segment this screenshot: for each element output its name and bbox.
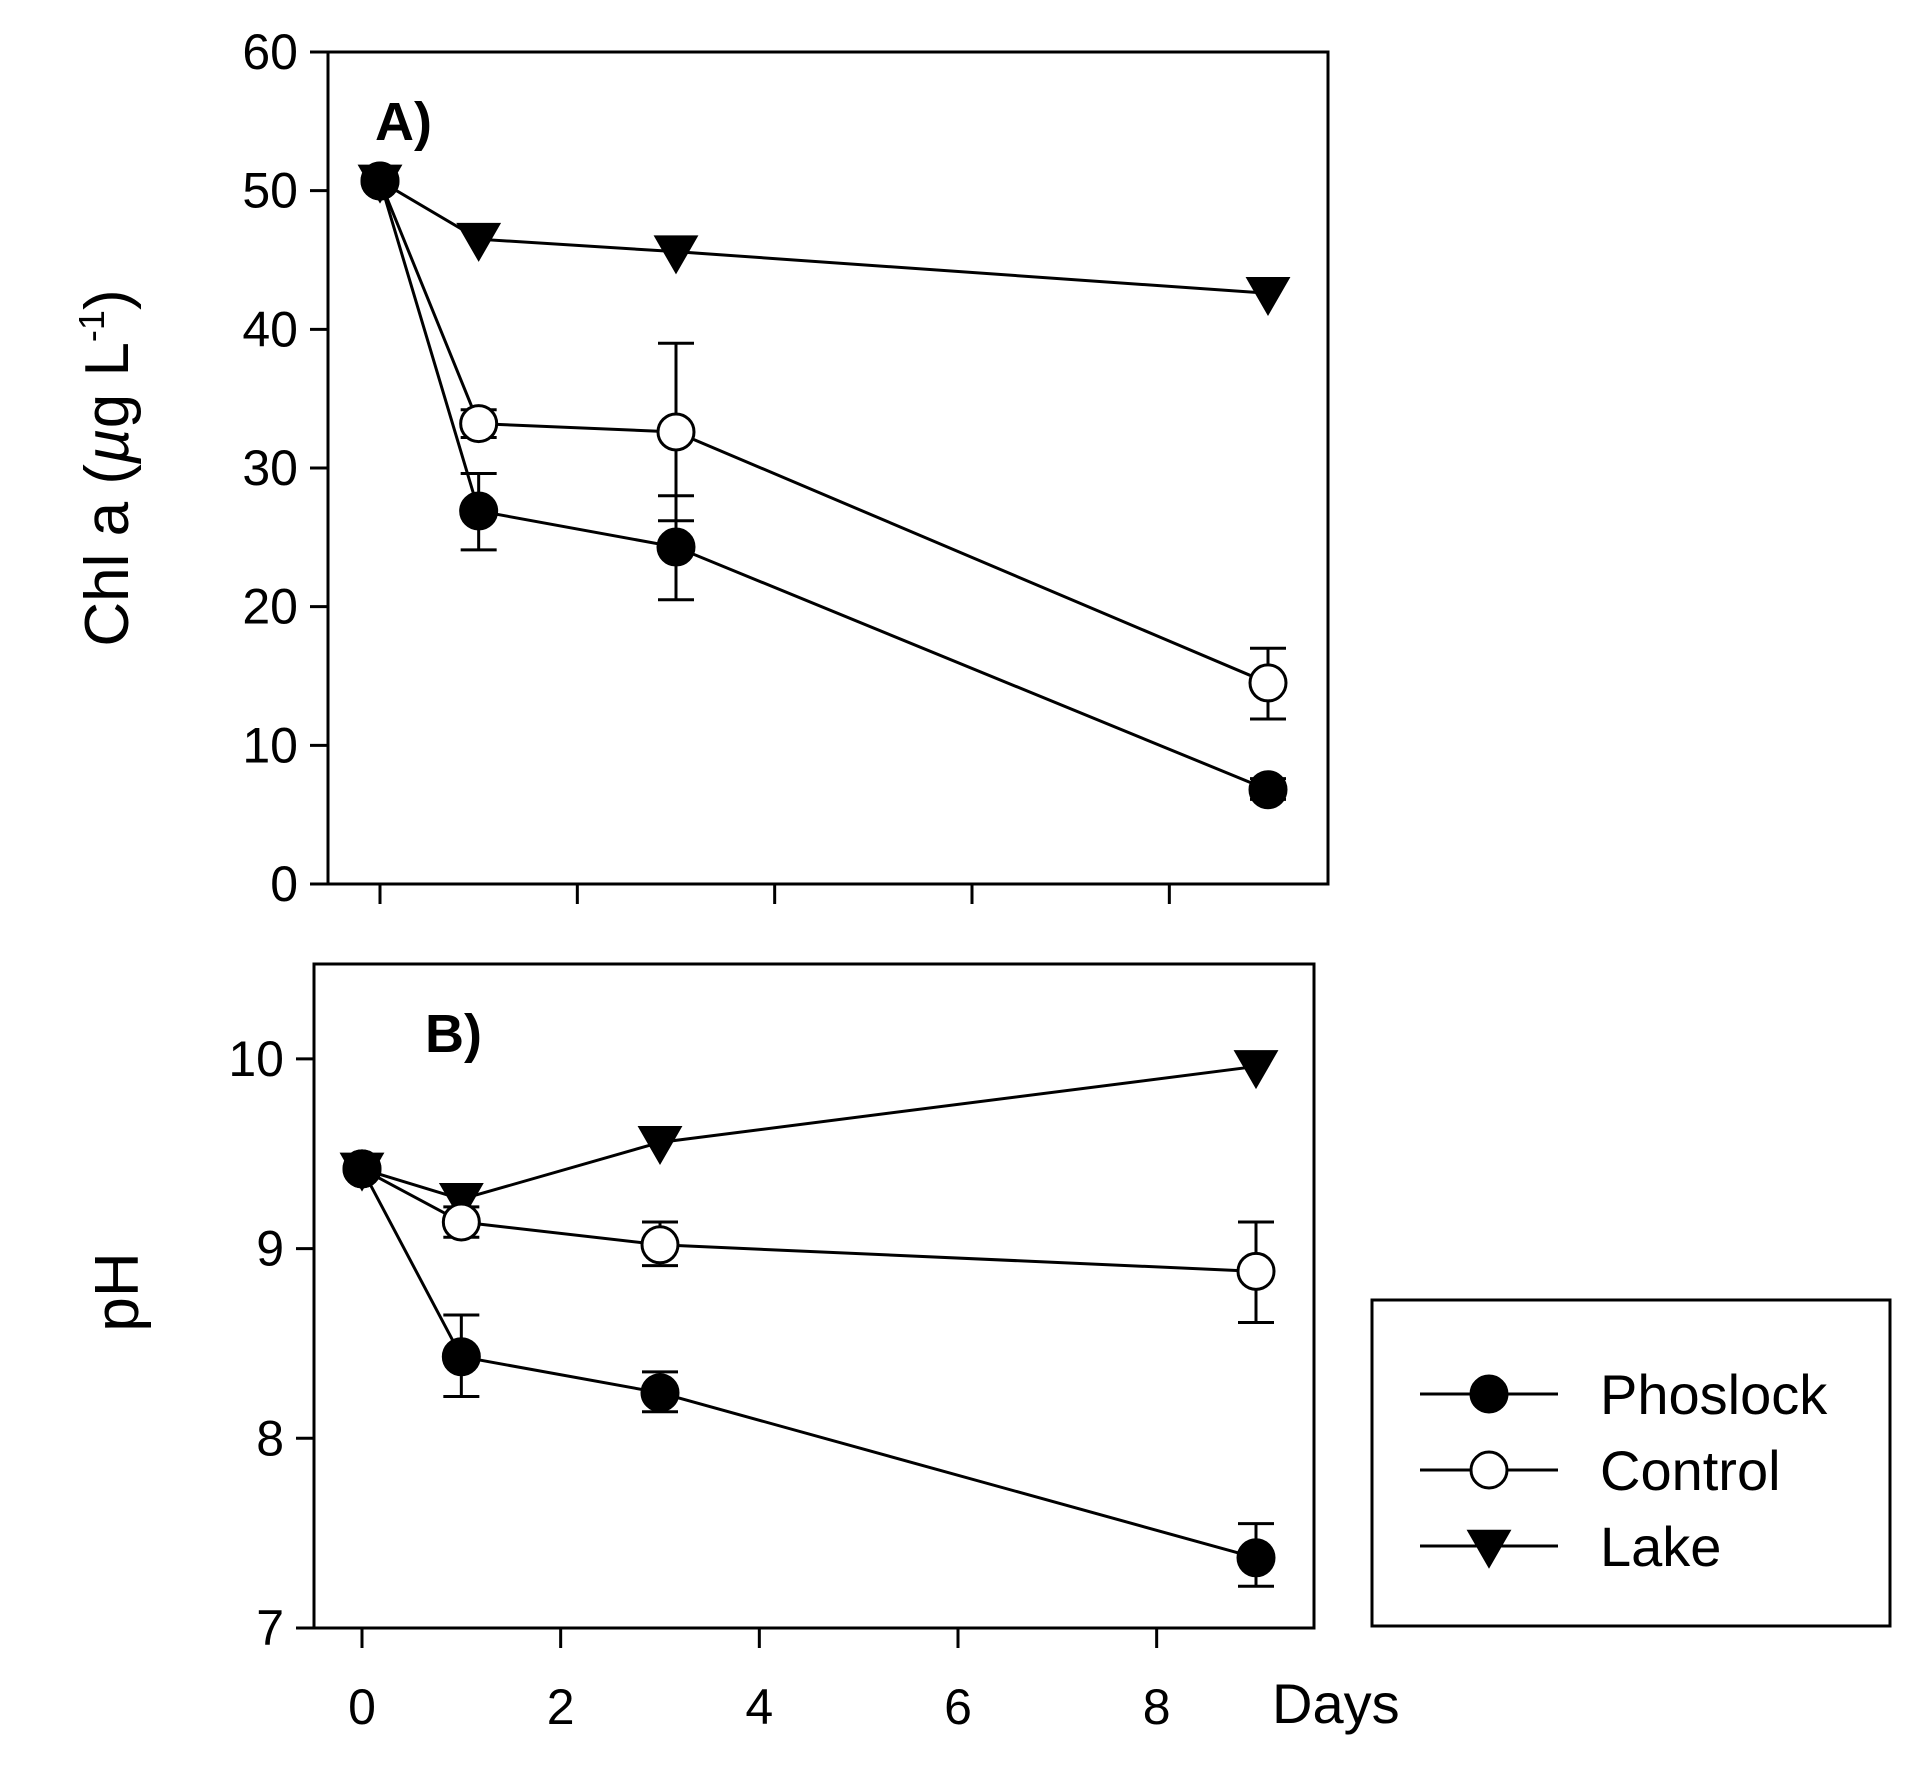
panel-b-point-lake [1233,1050,1279,1090]
panel-b-x-axis-title: Days [1272,1672,1400,1735]
panel-a-y-tick-label: 40 [242,301,298,357]
panel-b-series-line-phoslock [360,1168,1257,1560]
panel-a-ylabel-unit: g L [73,342,142,428]
panel-b-x-tick-label: 4 [745,1679,773,1735]
panel-a: A) Chl a (µg L-1) [71,50,1330,886]
panel-a-label: A) [375,92,432,152]
panel-a-ylabel-lead: Chl a ( [73,464,142,647]
panel-b-y-tick-label: 9 [256,1221,284,1277]
panel-b-point-phoslock [342,1149,382,1189]
panel-b-point-phoslock [441,1337,481,1377]
panel-a-series-line-control [378,180,1269,685]
panel-b-series-line-control [361,1167,1257,1273]
panel-b-x-tick-label: 2 [547,1679,575,1735]
panel-b-x-tick-label: 0 [348,1679,376,1735]
legend-marker-control [1469,1450,1509,1490]
panel-a-y-tick-label: 0 [270,856,298,912]
panel-b: B) pH Days [83,962,1400,1735]
panel-a-y-tick-label: 60 [242,24,298,80]
panel-a-ylabel-mu: µ [73,428,142,465]
panel-a-point-phoslock [360,161,400,201]
panel-b-plot: 7 8 9 10 0 2 4 6 8 [228,1031,1279,1735]
panel-a-point-control [656,412,696,452]
panel-b-y-tick-label: 8 [256,1410,284,1466]
panel-b-point-control [1236,1251,1276,1291]
panel-b-x-tick-label: 8 [1143,1679,1171,1735]
legend-label-lake: Lake [1600,1515,1721,1578]
panel-a-ylabel-exponent: -1 [71,310,112,342]
panel-a-plot: 0 10 20 30 40 50 60 [242,24,1291,912]
panel-b-point-lake [438,1182,484,1222]
legend-marker-lake [1466,1529,1512,1569]
panel-a-y-tick-label: 10 [242,717,298,773]
panel-b-y-axis-title: pH [83,1252,152,1331]
panel-a-ylabel-close: ) [73,289,142,310]
panel-b-y-tick-label: 10 [228,1031,284,1087]
panel-a-point-lake [1245,276,1291,316]
panel-b-point-phoslock [1236,1538,1276,1578]
panel-b-point-phoslock [640,1373,680,1413]
panel-b-series-line-lake [361,1064,1257,1201]
panel-b-label: B) [425,1004,482,1064]
panel-b-x-tick-label: 6 [944,1679,972,1735]
legend-label-control: Control [1600,1439,1781,1502]
panel-a-series-line-phoslock [378,180,1269,792]
panel-a-frame [326,50,1330,886]
panel-a-y-tick-label: 20 [242,579,298,635]
panel-a-y-axis-title: Chl a (µg L-1) [71,289,142,646]
panel-a-point-phoslock [1248,770,1288,810]
legend-frame [1370,1298,1892,1628]
legend: Phoslock Control Lake [1370,1298,1892,1628]
panel-a-point-phoslock [459,491,499,531]
panel-a-y-tick-label: 50 [242,163,298,219]
legend-marker-phoslock [1469,1374,1509,1414]
panel-a-point-lake [456,222,502,262]
panel-a-y-tick-label: 30 [242,440,298,496]
panel-b-point-lake [637,1126,683,1166]
panel-b-point-control [441,1202,481,1242]
panel-b-y-tick-label: 7 [256,1600,284,1656]
panel-a-point-control [1248,663,1288,703]
legend-label-phoslock: Phoslock [1600,1363,1828,1426]
panel-b-point-control [640,1225,680,1265]
panel-a-series-line-lake [379,179,1269,295]
panel-b-frame [312,962,1316,1630]
panel-a-point-phoslock [656,527,696,567]
panel-a-point-control [459,404,499,444]
panel-a-point-lake [653,235,699,275]
